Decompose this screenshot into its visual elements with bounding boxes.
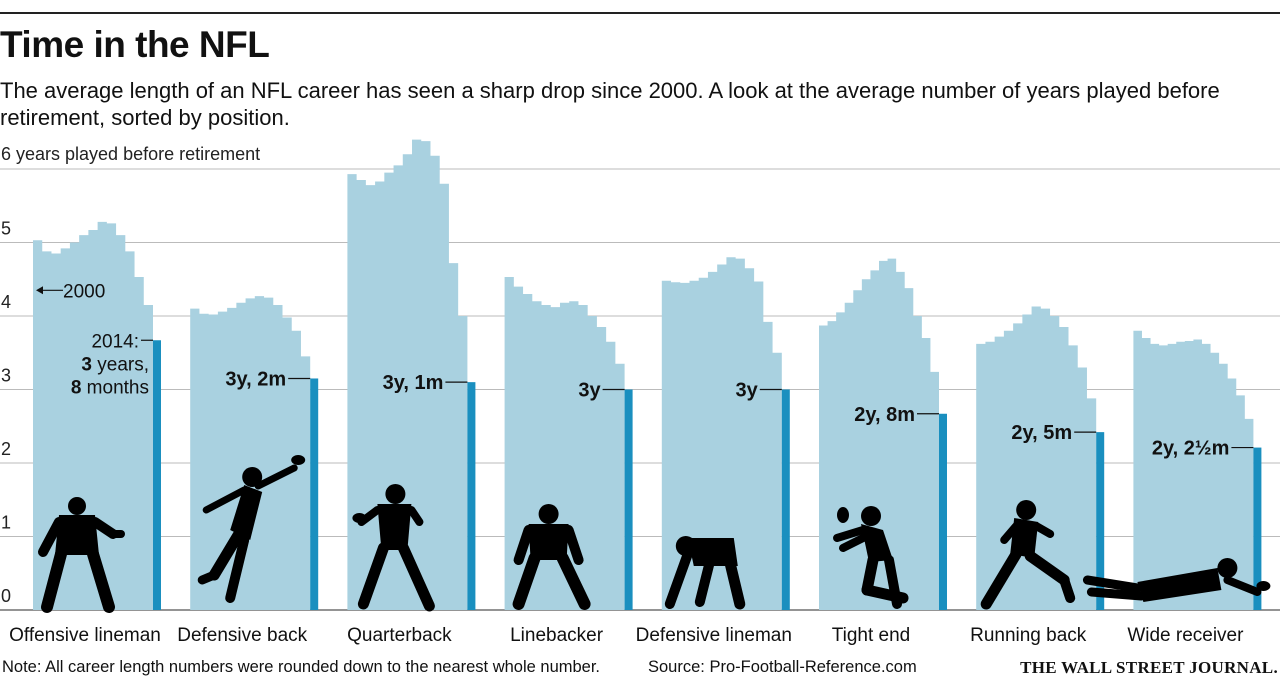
history-bars xyxy=(347,139,468,610)
latest-bar xyxy=(153,340,161,610)
value-label: 2y, 5m xyxy=(1011,422,1072,444)
top-rule xyxy=(0,12,1280,14)
latest-bar xyxy=(467,382,476,610)
defensive-back-silhouette-icon xyxy=(197,455,306,603)
position-group: 2y, 8m Tight end xyxy=(819,258,947,646)
position-group: 2y, 2½m Wide receiver xyxy=(1127,330,1262,646)
latest-bar xyxy=(1253,447,1262,610)
latest-bar xyxy=(781,389,790,610)
running-back-silhouette-icon xyxy=(980,500,1076,610)
category-label: Tight end xyxy=(832,625,911,646)
wide-receiver-silhouette-icon xyxy=(1082,558,1271,602)
position-group: 2014:3 years,8 months 2000 Offensive linem… xyxy=(9,221,161,646)
value-label-line3: 8 months xyxy=(71,377,149,398)
defensive-lineman-silhouette-icon xyxy=(664,536,746,610)
value-label: 3y, 2m xyxy=(225,368,286,390)
y-tick-label: 3 xyxy=(1,366,11,386)
value-label: 3y xyxy=(578,380,601,402)
latest-bar xyxy=(939,413,947,610)
y-tick-label: 4 xyxy=(1,292,11,312)
start-year-label: 2000 xyxy=(63,281,105,302)
value-label-line2: 3 years, xyxy=(81,354,149,375)
position-group: 3y, 1m Quarterback xyxy=(347,139,476,646)
chart-title: Time in the NFL xyxy=(0,24,270,65)
history-bars xyxy=(33,221,153,611)
value-label: 3y, 1m xyxy=(383,372,444,394)
value-label: 3y xyxy=(736,380,759,402)
position-group: 3y, 2m Defensive back xyxy=(177,296,319,646)
tight-end-silhouette-icon xyxy=(833,506,909,609)
offensive-lineman-silhouette-icon xyxy=(38,497,125,613)
position-group: 3y Defensive lineman xyxy=(636,257,792,646)
history-bars xyxy=(661,257,782,610)
latest-bar xyxy=(624,389,633,610)
y-axis-ticks: 0 1 2 3 4 5 xyxy=(1,219,11,607)
value-label: 2y, 8m xyxy=(854,404,915,426)
history-bars xyxy=(190,296,311,610)
category-label: Linebacker xyxy=(510,625,604,646)
value-label: 2y, 2½m xyxy=(1152,438,1229,460)
history-bars xyxy=(819,258,939,610)
category-label: Running back xyxy=(970,625,1087,646)
latest-bar xyxy=(310,378,319,610)
publisher-credit: THE WALL STREET JOURNAL. xyxy=(1020,658,1278,677)
quarterback-silhouette-icon xyxy=(352,484,435,612)
source-note: Source: Pro-Football-Reference.com xyxy=(648,658,917,676)
y-tick-label: 2 xyxy=(1,439,11,459)
y-axis-label: 6 years played before retirement xyxy=(1,144,260,164)
footnote: Note: All career length numbers were rou… xyxy=(2,658,601,676)
history-bars xyxy=(1133,330,1254,610)
y-tick-label: 5 xyxy=(1,219,11,239)
category-label: Defensive back xyxy=(177,625,307,646)
category-label: Defensive lineman xyxy=(636,625,792,646)
chart-subtitle: The average length of an NFL career has … xyxy=(0,78,1220,130)
y-tick-label: 1 xyxy=(1,513,11,533)
category-label: Offensive lineman xyxy=(9,625,161,646)
y-tick-label: 0 xyxy=(1,586,11,606)
category-label: Quarterback xyxy=(347,625,452,646)
value-label-line1: 2014: xyxy=(91,331,139,352)
linebacker-silhouette-icon xyxy=(512,504,591,610)
category-label: Wide receiver xyxy=(1127,625,1244,646)
latest-bar xyxy=(1096,432,1105,610)
start-arrowhead xyxy=(36,286,43,295)
